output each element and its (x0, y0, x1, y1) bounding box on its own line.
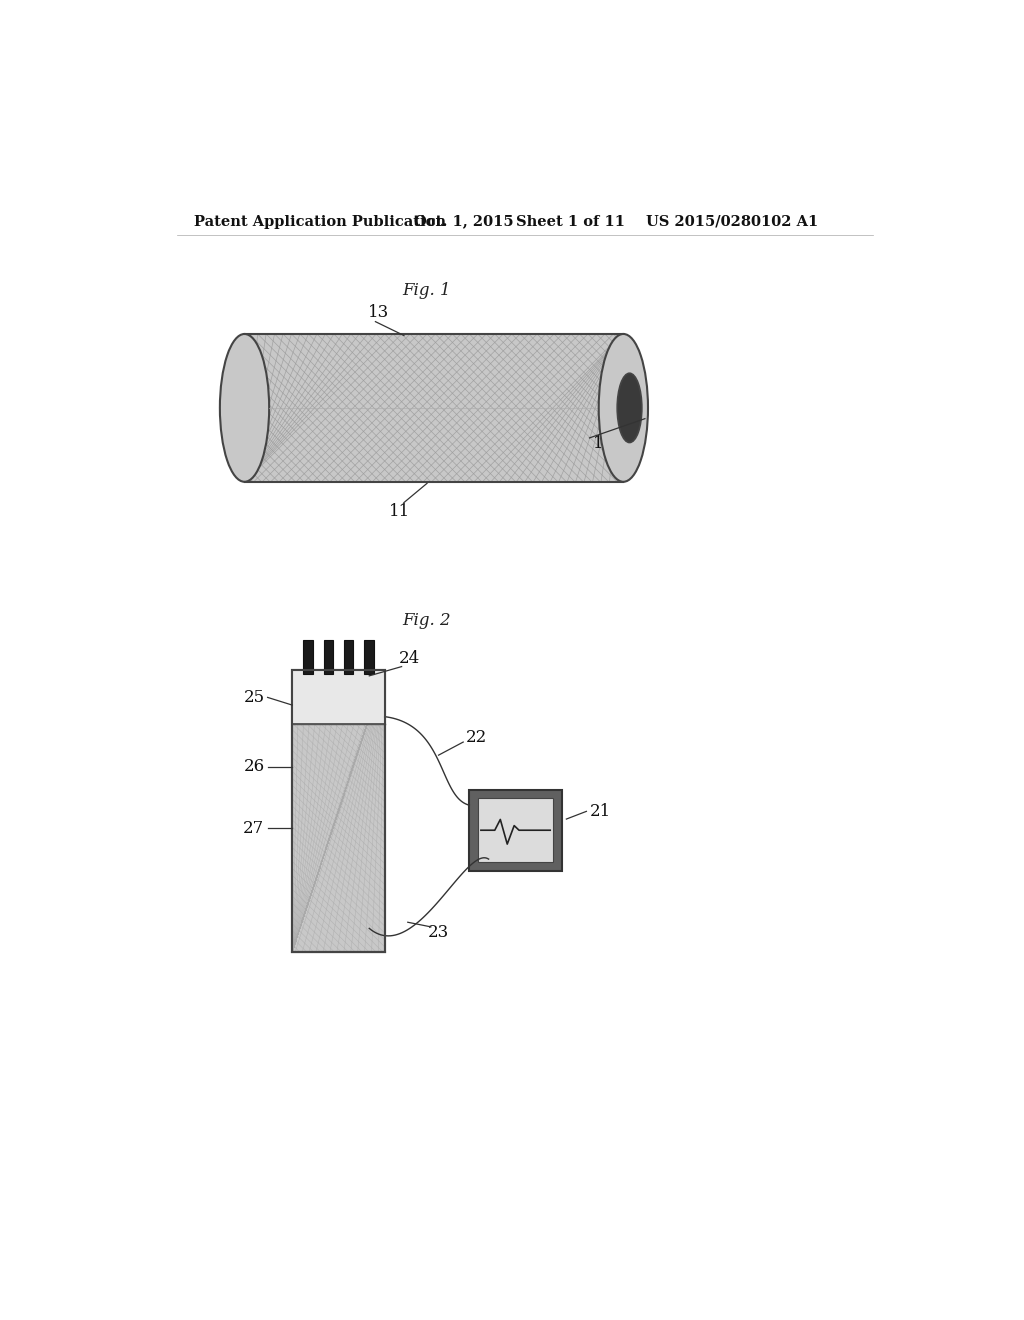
Text: US 2015/0280102 A1: US 2015/0280102 A1 (646, 215, 819, 228)
Text: 25: 25 (244, 689, 264, 706)
Polygon shape (324, 640, 333, 675)
Polygon shape (303, 640, 312, 675)
Text: Fig. 2: Fig. 2 (402, 612, 452, 628)
Ellipse shape (220, 334, 269, 482)
Text: 26: 26 (244, 758, 264, 775)
Text: 27: 27 (244, 820, 264, 837)
Polygon shape (292, 671, 385, 725)
Ellipse shape (617, 374, 642, 442)
Text: 13: 13 (368, 304, 389, 321)
Polygon shape (344, 640, 353, 675)
Polygon shape (245, 334, 624, 482)
Ellipse shape (599, 334, 648, 482)
Polygon shape (365, 640, 374, 675)
Text: Fig. 1: Fig. 1 (402, 282, 452, 300)
Text: Patent Application Publication: Patent Application Publication (194, 215, 445, 228)
Text: 21: 21 (590, 803, 610, 820)
Text: 23: 23 (428, 924, 450, 941)
Text: Oct. 1, 2015: Oct. 1, 2015 (414, 215, 514, 228)
Text: 24: 24 (398, 651, 420, 668)
Polygon shape (478, 799, 553, 862)
Polygon shape (469, 789, 562, 871)
Text: 11: 11 (389, 503, 411, 520)
Text: Sheet 1 of 11: Sheet 1 of 11 (515, 215, 625, 228)
Text: 22: 22 (466, 729, 486, 746)
Text: 12: 12 (593, 434, 613, 451)
Polygon shape (292, 671, 385, 952)
